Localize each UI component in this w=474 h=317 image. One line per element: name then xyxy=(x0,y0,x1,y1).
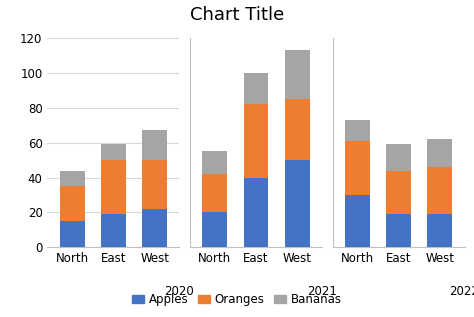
Bar xyxy=(101,214,126,247)
Bar xyxy=(285,99,310,160)
Bar xyxy=(244,178,268,247)
Bar xyxy=(60,171,84,186)
Bar xyxy=(244,104,268,178)
Bar xyxy=(142,160,167,209)
Bar xyxy=(386,145,411,171)
Bar xyxy=(101,145,126,160)
Bar xyxy=(428,139,452,167)
Bar xyxy=(244,73,268,104)
Bar xyxy=(202,212,227,247)
Bar xyxy=(428,214,452,247)
Bar xyxy=(345,120,370,141)
Text: Chart Title: Chart Title xyxy=(190,6,284,24)
Text: 2021: 2021 xyxy=(307,285,337,298)
Bar xyxy=(142,209,167,247)
Bar xyxy=(386,171,411,214)
Bar xyxy=(202,152,227,174)
Bar xyxy=(345,195,370,247)
Bar xyxy=(202,174,227,212)
Legend: Apples, Oranges, Bananas: Apples, Oranges, Bananas xyxy=(128,289,346,311)
Bar xyxy=(428,167,452,214)
Bar xyxy=(345,141,370,195)
Text: 2022: 2022 xyxy=(449,285,474,298)
Bar xyxy=(285,50,310,99)
Text: 2020: 2020 xyxy=(164,285,194,298)
Bar xyxy=(285,160,310,247)
Bar xyxy=(142,131,167,160)
Bar xyxy=(101,160,126,214)
Bar xyxy=(386,214,411,247)
Bar xyxy=(60,186,84,221)
Bar xyxy=(60,221,84,247)
